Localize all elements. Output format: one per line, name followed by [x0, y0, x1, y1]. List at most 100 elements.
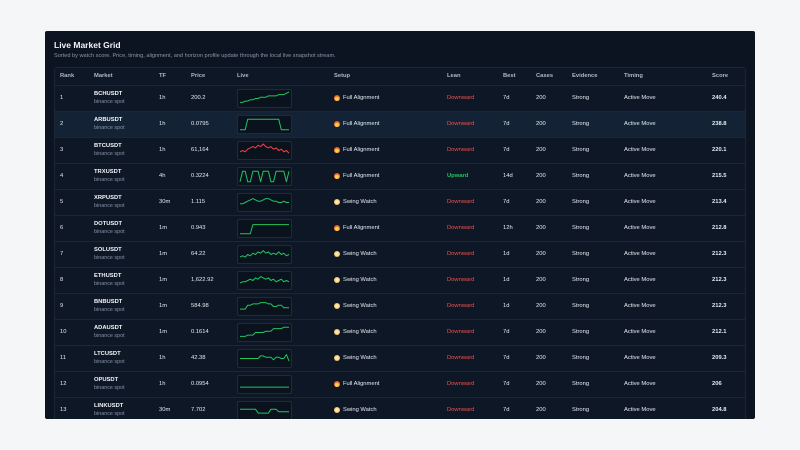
table-row[interactable]: 7 SOLUSDT binance spot 1m 64.22 Swing Watch Do…	[55, 241, 745, 267]
cases-cell: 200	[536, 329, 546, 335]
market-symbol[interactable]: BCHUSDT	[94, 91, 123, 97]
rank-cell: 3	[60, 147, 64, 153]
setup-label: Swing Watch	[343, 277, 377, 283]
table-row[interactable]: 4 TRXUSDT binance spot 4h 0.3224 Full Alignme…	[55, 163, 745, 189]
score-cell: 212.1	[712, 329, 727, 335]
score-cell: 238.8	[712, 121, 727, 127]
rank-cell: 6	[60, 225, 64, 231]
setup-label: Swing Watch	[343, 251, 377, 257]
score-cell: 220.1	[712, 147, 727, 153]
price-cell: 61,164	[191, 147, 209, 153]
cases-cell: 200	[536, 251, 546, 257]
table-row[interactable]: 9 BNBUSDT binance spot 1m 584.98 Swing Watch D…	[55, 293, 745, 319]
cases-cell: 200	[536, 121, 546, 127]
cases-cell: 200	[536, 303, 546, 309]
table-row[interactable]: 11 LTCUSDT binance spot 1h 42.38 Swing Watch D…	[55, 345, 745, 371]
market-symbol[interactable]: TRXUSDT	[94, 169, 122, 175]
market-symbol[interactable]: XRPUSDT	[94, 195, 122, 201]
setup-label: Swing Watch	[343, 355, 377, 361]
table-row[interactable]: 6 DOTUSDT binance spot 1m 0.943 Full Alignmen…	[55, 215, 745, 241]
timing-cell: Active Move	[624, 355, 656, 361]
market-grid-panel: Live Market Grid Sorted by watch score. …	[45, 31, 755, 419]
table-row[interactable]: 3 BTCUSDT binance spot 1h 61,164 Full Alignme…	[55, 137, 745, 163]
score-cell: 212.3	[712, 277, 727, 283]
swing-icon	[334, 199, 340, 205]
page-subtitle: Sorted by watch score. Price, timing, al…	[54, 53, 336, 59]
setup-label: Swing Watch	[343, 199, 377, 205]
column-header-lean[interactable]: Lean	[447, 73, 461, 79]
rank-cell: 1	[60, 95, 64, 101]
setup-label: Full Alignment	[343, 95, 380, 101]
timeframe-cell: 1h	[159, 381, 166, 387]
live-sparkline	[237, 271, 292, 290]
best-horizon-cell: 7d	[503, 95, 510, 101]
setup-cell: Swing Watch	[334, 199, 377, 205]
market-symbol[interactable]: BTCUSDT	[94, 143, 122, 149]
price-cell: 7.702	[191, 407, 206, 413]
market-symbol[interactable]: DOTUSDT	[94, 221, 123, 227]
timeframe-cell: 1m	[159, 303, 168, 309]
rank-cell: 12	[60, 381, 67, 387]
fire-icon	[334, 121, 340, 127]
market-symbol[interactable]: BNBUSDT	[94, 299, 123, 305]
column-header-evidence[interactable]: Evidence	[572, 73, 598, 79]
price-cell: 584.98	[191, 303, 209, 309]
setup-cell: Full Alignment	[334, 121, 379, 127]
market-symbol[interactable]: SOLUSDT	[94, 247, 122, 253]
market-symbol[interactable]: ADAUSDT	[94, 325, 123, 331]
column-header-cases[interactable]: Cases	[536, 73, 554, 79]
timing-cell: Active Move	[624, 381, 656, 387]
timeframe-cell: 1m	[159, 329, 168, 335]
setup-cell: Swing Watch	[334, 251, 377, 257]
timing-cell: Active Move	[624, 251, 656, 257]
market-symbol[interactable]: ETHUSDT	[94, 273, 122, 279]
table-row[interactable]: 1 BCHUSDT binance spot 1h 200.2 Full Alignmen…	[55, 85, 745, 111]
column-header-timing[interactable]: Timing	[624, 73, 643, 79]
live-sparkline	[237, 141, 292, 160]
timeframe-cell: 1m	[159, 251, 168, 257]
table-row[interactable]: 12 OPUSDT binance spot 1h 0.0954 Full Alignme…	[55, 371, 745, 397]
cases-cell: 200	[536, 225, 546, 231]
evidence-cell: Strong	[572, 121, 590, 127]
cases-cell: 200	[536, 355, 546, 361]
column-header-score[interactable]: Score	[712, 73, 729, 79]
column-header-live[interactable]: Live	[237, 73, 249, 79]
evidence-cell: Strong	[572, 147, 590, 153]
timing-cell: Active Move	[624, 303, 656, 309]
timing-cell: Active Move	[624, 95, 656, 101]
evidence-cell: Strong	[572, 303, 590, 309]
table-row[interactable]: 8 ETHUSDT binance spot 1m 1,622.92 Swing Watc…	[55, 267, 745, 293]
lean-cell: Upward	[447, 173, 469, 179]
market-symbol[interactable]: ARBUSDT	[94, 117, 123, 123]
setup-cell: Full Alignment	[334, 381, 379, 387]
table-row[interactable]: 13 LINKUSDT binance spot 30m 7.702 Swing Watc…	[55, 397, 745, 419]
timing-cell: Active Move	[624, 225, 656, 231]
column-header-market[interactable]: Market	[94, 73, 113, 79]
table-row[interactable]: 10 ADAUSDT binance spot 1m 0.1614 Swing Watch…	[55, 319, 745, 345]
column-header-setup[interactable]: Setup	[334, 73, 351, 79]
rank-cell: 8	[60, 277, 64, 283]
best-horizon-cell: 7d	[503, 147, 510, 153]
market-symbol[interactable]: LINKUSDT	[94, 403, 124, 409]
evidence-cell: Strong	[572, 407, 590, 413]
sparkline-series	[240, 326, 289, 337]
market-exchange: binance spot	[94, 307, 125, 313]
rank-cell: 5	[60, 199, 64, 205]
timing-cell: Active Move	[624, 199, 656, 205]
price-cell: 42.38	[191, 355, 206, 361]
market-exchange: binance spot	[94, 177, 125, 183]
table-row[interactable]: 2 ARBUSDT binance spot 1h 0.0795 Full Alignme…	[55, 111, 745, 137]
column-header-best[interactable]: Best	[503, 73, 516, 79]
market-symbol[interactable]: LTCUSDT	[94, 351, 121, 357]
lean-cell: Downward	[447, 303, 475, 309]
score-cell: 212.3	[712, 303, 727, 309]
column-header-rank[interactable]: Rank	[60, 73, 75, 79]
evidence-cell: Strong	[572, 355, 590, 361]
fire-icon	[334, 173, 340, 179]
market-symbol[interactable]: OPUSDT	[94, 377, 119, 383]
evidence-cell: Strong	[572, 251, 590, 257]
table-row[interactable]: 5 XRPUSDT binance spot 30m 1.115 Swing Watch D…	[55, 189, 745, 215]
column-header-price[interactable]: Price	[191, 73, 206, 79]
column-header-tf[interactable]: TF	[159, 73, 167, 79]
sparkline-series	[239, 170, 290, 183]
